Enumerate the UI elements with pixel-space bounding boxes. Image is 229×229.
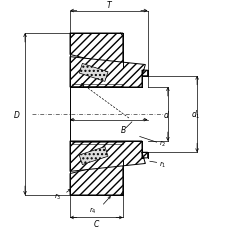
Text: $d_1$: $d_1$	[190, 108, 199, 121]
Polygon shape	[79, 147, 108, 165]
Text: $r_2$: $r_2$	[158, 139, 166, 149]
Polygon shape	[70, 141, 147, 172]
Polygon shape	[70, 34, 122, 69]
Text: a: a	[80, 81, 84, 90]
Polygon shape	[70, 160, 122, 195]
Text: $r_1$: $r_1$	[158, 159, 166, 169]
Text: $r_3$: $r_3$	[54, 191, 61, 201]
Text: D: D	[14, 110, 20, 119]
Polygon shape	[79, 64, 108, 82]
Text: $r_4$: $r_4$	[88, 204, 96, 215]
Text: T: T	[106, 1, 111, 10]
Polygon shape	[70, 57, 147, 88]
Text: C: C	[93, 219, 99, 228]
Text: d: d	[162, 110, 167, 119]
Text: B: B	[120, 126, 126, 135]
